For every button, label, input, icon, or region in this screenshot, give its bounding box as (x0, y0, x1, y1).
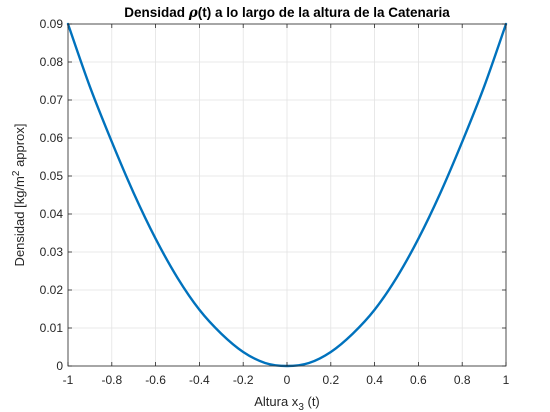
y-tick-label: 0 (56, 359, 63, 373)
y-tick-label: 0.03 (40, 245, 64, 259)
x-tick-label: 0.8 (454, 373, 471, 387)
x-tick-label: 0.2 (322, 373, 339, 387)
y-tick-label: 0.05 (40, 169, 64, 183)
x-axis-label-main: Altura x (254, 394, 299, 409)
y-axis-label: Densidad [kg/m2 approx] (11, 124, 27, 267)
x-axis-label: Altura x3 (t) (254, 394, 320, 412)
y-axis-label-sup: 2 (11, 170, 22, 176)
x-tick-label: 0.6 (410, 373, 427, 387)
ticks (67, 23, 507, 367)
y-tick-label: 0.08 (40, 55, 64, 69)
y-tick-label: 0.04 (40, 207, 64, 221)
x-tick-label: -1 (63, 373, 74, 387)
x-tick-label: 0.4 (366, 373, 383, 387)
y-tick-label: 0.06 (40, 131, 64, 145)
x-tick-label: -0.4 (189, 373, 210, 387)
y-axis-label-main: Densidad [kg/m (12, 176, 27, 266)
y-tick-label: 0.01 (40, 321, 64, 335)
x-tick-label: -0.2 (233, 373, 254, 387)
chart-title: Densidad ρ(t) a lo largo de la altura de… (124, 5, 450, 21)
x-tick-labels: -1 -0.8 -0.6 -0.4 -0.2 0 0.2 0.4 0.6 0.8 1 (63, 373, 510, 387)
x-tick-label: -0.6 (145, 373, 166, 387)
x-tick-label: 1 (503, 373, 510, 387)
y-tick-label: 0.02 (40, 283, 64, 297)
x-axis-label-post: (t) (304, 394, 320, 409)
x-tick-label: 0 (284, 373, 291, 387)
chart-title-rho: ρ (188, 5, 199, 21)
x-tick-label: -0.8 (101, 373, 122, 387)
y-axis-label-post: approx] (12, 124, 27, 171)
x-axis-label-sub: 3 (298, 402, 304, 412)
y-tick-label: 0.09 (40, 17, 64, 31)
y-tick-labels: 0 0.01 0.02 0.03 0.04 0.05 0.06 0.07 0.08 0.09 (40, 17, 64, 373)
y-tick-label: 0.07 (40, 93, 64, 107)
chart-title-pre: Densidad (124, 5, 189, 20)
chart-title-post: (t) a lo largo de la altura de la Catena… (198, 5, 451, 20)
